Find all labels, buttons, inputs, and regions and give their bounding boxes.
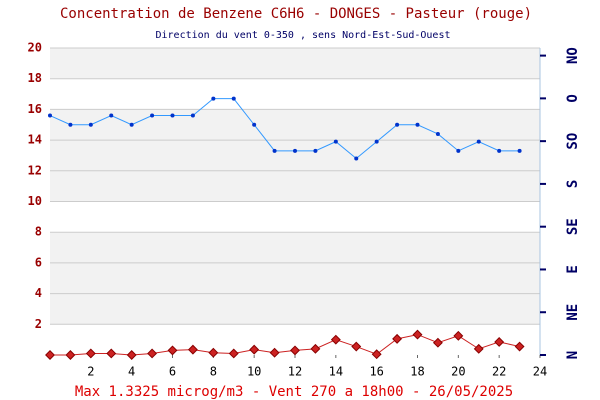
point (392, 333, 403, 344)
point (252, 122, 257, 127)
y-tick-label: 20 (28, 41, 42, 55)
point (313, 148, 318, 153)
x-tick-label: 2 (87, 365, 94, 379)
point (129, 122, 134, 127)
y2-tick-label: SE (565, 218, 581, 235)
band (50, 48, 540, 79)
x-tick-label: 8 (210, 365, 217, 379)
x-tick-label: 24 (533, 365, 547, 379)
y2-tick-label: SO (565, 133, 581, 150)
y2-tick-label: NO (565, 47, 581, 64)
y2-tick-label: E (565, 265, 581, 273)
point (473, 343, 484, 354)
band (50, 170, 540, 202)
y-tick-label: 8 (35, 225, 42, 239)
y-tick-label: 10 (28, 194, 42, 208)
y-tick-label: 14 (28, 133, 42, 147)
point (453, 330, 464, 341)
point (310, 343, 321, 354)
band (50, 201, 540, 233)
point (190, 113, 195, 118)
chart-title: Concentration de Benzene C6H6 - DONGES -… (60, 6, 532, 22)
point (435, 131, 440, 136)
point (514, 341, 525, 352)
x-tick-label: 22 (492, 365, 506, 379)
x-tick-label: 4 (128, 365, 135, 379)
point (415, 122, 420, 127)
point (147, 348, 158, 359)
y-tick-label: 12 (28, 163, 42, 177)
point (170, 113, 175, 118)
point (48, 113, 52, 118)
point (106, 348, 117, 359)
chart-subtitle: Direction du vent 0-350 , sens Nord-Est-… (155, 30, 450, 41)
point (269, 347, 280, 358)
point (290, 345, 300, 356)
point (351, 341, 362, 352)
point (354, 156, 359, 161)
y2-tick-label: S (565, 180, 581, 188)
y2-tick-label: NE (565, 304, 581, 321)
point (374, 139, 379, 144)
point (432, 337, 443, 348)
point (208, 347, 219, 358)
x-tick-label: 18 (410, 365, 424, 379)
y2-tick-label: N (565, 351, 581, 359)
point (456, 148, 461, 153)
point (126, 350, 137, 360)
point (45, 350, 55, 360)
point (187, 344, 198, 355)
band (50, 262, 540, 294)
point (211, 96, 216, 101)
point (88, 122, 93, 127)
band (50, 78, 540, 110)
point (330, 334, 341, 345)
y-tick-label: 4 (35, 286, 42, 300)
x-tick-label: 10 (247, 365, 261, 379)
point (412, 329, 423, 340)
point (293, 148, 297, 153)
band (50, 293, 540, 325)
x-tick-label: 6 (169, 365, 176, 379)
point (228, 348, 239, 359)
point (333, 139, 338, 144)
point (167, 345, 178, 356)
x-tick-label: 14 (329, 365, 343, 379)
point (395, 122, 400, 127)
x-tick-label: 20 (451, 365, 465, 379)
series-line (49, 98, 520, 160)
point (109, 113, 114, 118)
y2-tick-label: O (565, 94, 581, 102)
point (231, 96, 236, 101)
point (150, 113, 155, 118)
point (494, 337, 505, 347)
point (85, 348, 96, 359)
point (476, 139, 481, 144)
y-tick-label: 2 (35, 317, 42, 331)
band (50, 232, 540, 263)
y-tick-label: 16 (28, 102, 42, 116)
x-tick-label: 16 (369, 365, 383, 379)
point (517, 148, 522, 153)
band (50, 140, 540, 171)
point (272, 148, 277, 153)
band (50, 109, 540, 141)
y-tick-label: 18 (28, 71, 42, 85)
x-tick-label: 12 (288, 365, 302, 379)
point (249, 344, 260, 355)
point (65, 350, 76, 360)
point (68, 122, 73, 127)
point (371, 349, 382, 360)
y-tick-label: 6 (35, 255, 42, 269)
chart-footer: Max 1.3325 microg/m3 - Vent 270 a 18h00 … (75, 384, 513, 400)
point (497, 148, 502, 153)
